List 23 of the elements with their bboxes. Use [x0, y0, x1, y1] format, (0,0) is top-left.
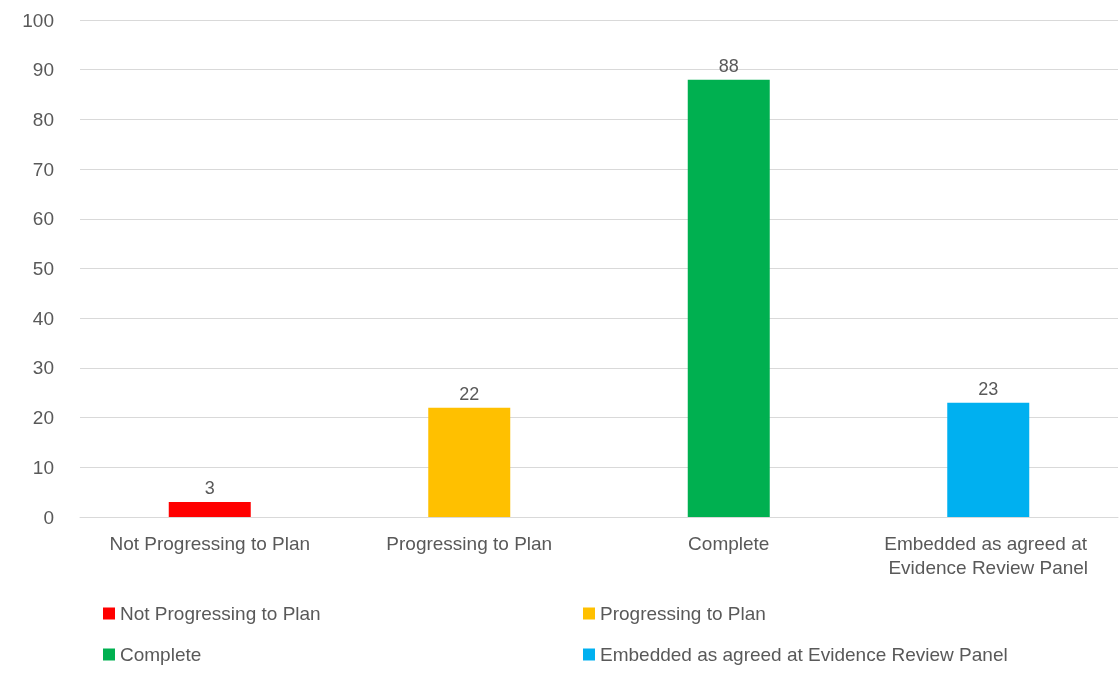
- x-tick-label: Progressing to Plan: [386, 532, 553, 554]
- y-tick-label: 40: [32, 307, 54, 329]
- y-tick-label: 50: [32, 258, 54, 279]
- legend-label: Embedded as agreed at Evidence Review Panel: [600, 644, 1008, 665]
- data-label: 23: [978, 378, 999, 399]
- y-tick-label: 10: [32, 456, 54, 478]
- y-tick-label: 80: [32, 108, 54, 130]
- legend-label: Not Progressing to Plan: [120, 603, 321, 624]
- x-tick-label: Complete: [688, 532, 770, 554]
- x-tick-label: Not Progressing to Plan: [109, 532, 311, 554]
- legend-label: Progressing to Plan: [600, 603, 766, 624]
- y-tick-label: 90: [32, 59, 54, 81]
- legend-label: Complete: [120, 644, 202, 665]
- y-tick-label: 70: [32, 158, 54, 180]
- y-tick-label: 100: [22, 9, 54, 31]
- data-label: 3: [204, 478, 215, 499]
- y-tick-label: 60: [32, 208, 54, 230]
- x-tick-label: Embedded as agreed at Evidence Review Panel: [884, 532, 1093, 578]
- y-tick-label: 30: [32, 357, 54, 379]
- y-tick-label: 0: [43, 506, 54, 528]
- y-tick-label: 20: [32, 407, 54, 429]
- data-label: 22: [459, 383, 480, 404]
- data-label: 88: [718, 55, 739, 76]
